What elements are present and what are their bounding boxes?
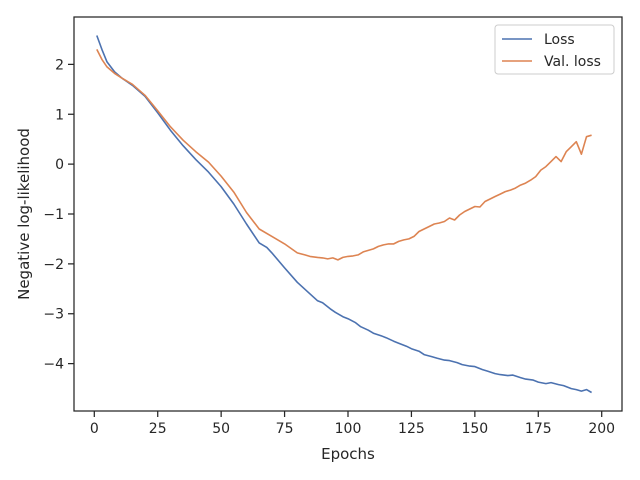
y-tick-label: −2 — [43, 257, 64, 273]
x-tick-label: 125 — [398, 421, 425, 437]
legend-label-val-loss: Val. loss — [544, 54, 601, 70]
x-tick-label: 150 — [461, 421, 488, 437]
y-tick-label: 0 — [55, 157, 64, 173]
x-axis-label: Epochs — [321, 445, 375, 463]
x-tick-label: 0 — [90, 421, 99, 437]
x-tick-label: 50 — [212, 421, 230, 437]
x-tick-label: 100 — [335, 421, 362, 437]
series-layer — [96, 35, 592, 394]
axis-ticks: 0 25 50 75 100 125 150 175 200 −4 −3 −2 −1 0 1 2 — [43, 57, 615, 437]
legend: Loss Val. loss — [494, 24, 615, 75]
x-tick-label: 75 — [276, 421, 294, 437]
plot-frame — [73, 16, 623, 412]
y-tick-label: 2 — [55, 57, 64, 73]
y-axis-label: Negative log-likelihood — [15, 128, 33, 300]
series-line-loss — [96, 35, 592, 394]
x-tick-label: 200 — [588, 421, 615, 437]
x-tick-label: 175 — [525, 421, 552, 437]
y-tick-label: 1 — [55, 107, 64, 123]
y-tick-label: −1 — [43, 207, 64, 223]
x-tick-label: 25 — [149, 421, 167, 437]
series-line-val-loss — [96, 49, 592, 261]
y-tick-label: −4 — [43, 357, 64, 373]
y-tick-label: −3 — [43, 307, 64, 323]
legend-label-loss: Loss — [544, 32, 575, 48]
